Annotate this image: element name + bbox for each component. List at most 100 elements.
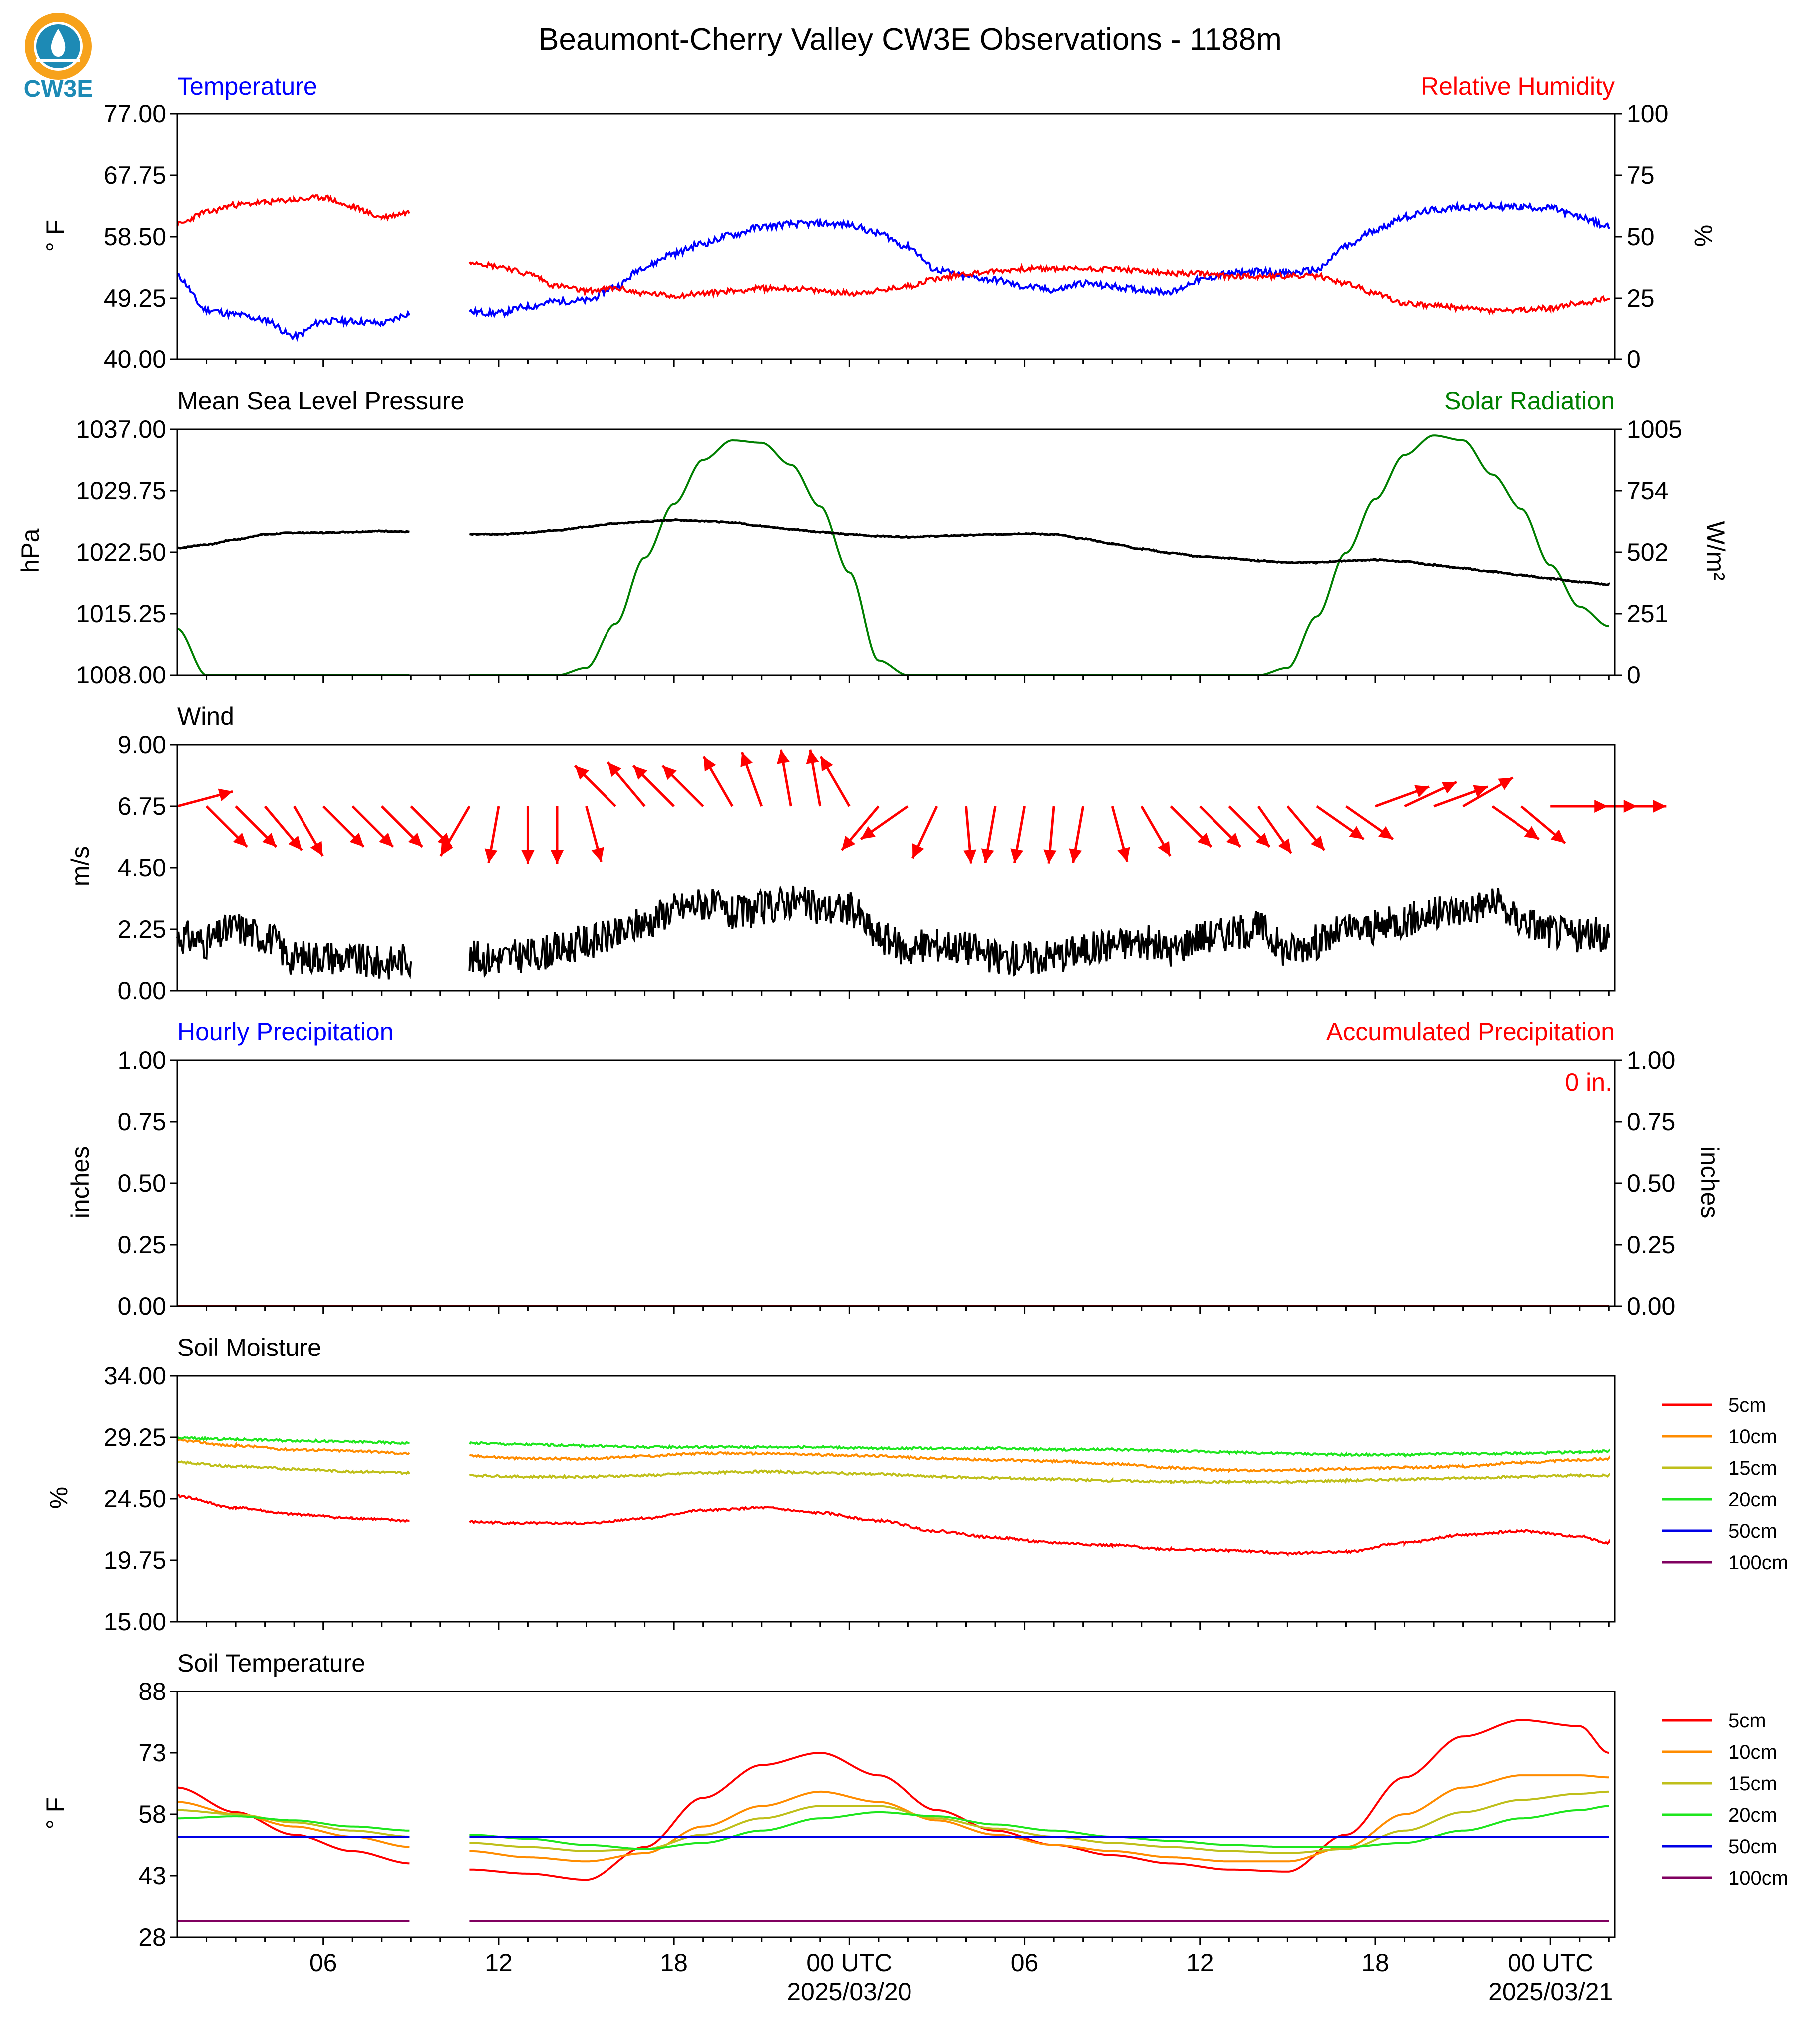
precip-left-yticks: 1.00 0.75 0.50 0.25 0.00 — [118, 1046, 177, 1320]
wind-arrow — [1433, 785, 1488, 808]
humidity-title: Relative Humidity — [1421, 72, 1615, 100]
ytick-label: 25 — [1627, 284, 1655, 312]
legend-item: 15cm — [1662, 1457, 1777, 1479]
legend-label: 15cm — [1728, 1773, 1777, 1795]
ytick-label: 2.25 — [118, 915, 166, 943]
precip-ylabel-right: inches — [1696, 1146, 1724, 1219]
pressure-title: Mean Sea Level Pressure — [177, 387, 464, 415]
legend-item: 20cm — [1662, 1489, 1777, 1511]
solar-yticks: 1005 754 502 251 0 — [1615, 415, 1682, 689]
ytick-label: 75 — [1627, 161, 1655, 189]
temp-yticks: 77.00 67.75 58.50 49.25 40.00 — [104, 100, 177, 373]
legend-label: 100cm — [1728, 1867, 1788, 1889]
ytick-label: 251 — [1627, 600, 1668, 628]
legend-item: 15cm — [1662, 1773, 1777, 1795]
legend-label: 50cm — [1728, 1836, 1777, 1858]
legend-item: 50cm — [1662, 1520, 1777, 1542]
legend-label: 20cm — [1728, 1489, 1777, 1511]
ytick-label: 0.75 — [118, 1108, 166, 1136]
xtick-label: 00 UTC — [806, 1949, 892, 1977]
ytick-label: 0.00 — [1627, 1292, 1675, 1320]
wind-arrow — [702, 756, 734, 807]
wind-arrow — [632, 764, 675, 807]
wind-arrow — [1170, 805, 1213, 848]
wind-arrow — [177, 788, 233, 808]
ytick-label: 34.00 — [104, 1362, 166, 1390]
ytick-label: 100 — [1627, 100, 1668, 128]
ytick-label: 40.00 — [104, 345, 166, 373]
ytick-label: 58 — [138, 1800, 166, 1828]
ytick-label: 77.00 — [104, 100, 166, 128]
time-axis-ticks — [206, 359, 1610, 1945]
wind-arrow — [1286, 805, 1326, 851]
wind-arrow — [841, 805, 880, 851]
soil-moisture-series — [177, 1494, 1610, 1557]
ytick-label: 4.50 — [118, 854, 166, 882]
ytick-label: 0.25 — [1627, 1231, 1675, 1259]
wind-arrow — [1043, 806, 1057, 864]
ytick-label: 0.00 — [118, 1292, 166, 1320]
legend-item: 5cm — [1662, 1394, 1766, 1416]
soil-moisture-series — [176, 1435, 1610, 1458]
legend-label: 5cm — [1728, 1710, 1766, 1732]
ytick-label: 6.75 — [118, 792, 166, 820]
pressure-yticks: 1037.00 1029.75 1022.50 1015.25 1008.00 — [76, 415, 177, 689]
figure-title: Beaumont-Cherry Valley CW3E Observations… — [538, 22, 1282, 57]
xtick-label: 00 UTC — [1508, 1949, 1593, 1977]
xtick-label: 18 — [660, 1949, 688, 1977]
wind-ylabel: m/s — [66, 846, 94, 887]
panel-pressure-solar: Mean Sea Level Pressure Solar Radiation … — [16, 387, 1730, 689]
legend-item: 20cm — [1662, 1804, 1777, 1826]
wind-arrow — [1404, 781, 1457, 808]
ytick-label: 754 — [1627, 477, 1668, 505]
ytick-label: 9.00 — [118, 731, 166, 759]
ytick-label: 49.25 — [104, 284, 166, 312]
precip-total-label: 0 in. — [1565, 1068, 1612, 1096]
hourly-precip-title: Hourly Precipitation — [177, 1018, 394, 1046]
legend-item: 10cm — [1662, 1426, 1777, 1448]
wind-arrow — [607, 761, 646, 807]
wind-arrow — [484, 806, 500, 863]
soil-moisture-yticks: 34.00 29.25 24.50 19.75 15.00 — [104, 1362, 177, 1636]
wind-arrow — [1491, 805, 1540, 841]
ytick-label: 0 — [1627, 661, 1641, 689]
ytick-label: 15.00 — [104, 1608, 166, 1636]
xtick-date-label: 2025/03/20 — [787, 1978, 911, 2006]
ytick-label: 1.00 — [1627, 1046, 1675, 1074]
xtick-label: 06 — [309, 1949, 337, 1977]
soil-temp-ylabel: ° F — [41, 1797, 69, 1829]
wind-arrow — [293, 805, 324, 857]
wind-arrow — [860, 805, 909, 841]
ytick-label: 1022.50 — [76, 538, 166, 566]
ytick-label: 73 — [138, 1739, 166, 1767]
ytick-label: 28 — [138, 1923, 166, 1951]
humidity-series — [176, 194, 1610, 316]
cw3e-logo: CW3E — [24, 13, 93, 102]
soil-moisture-title: Soil Moisture — [177, 1334, 321, 1361]
wind-arrow — [585, 806, 604, 862]
wind-arrow — [574, 764, 616, 807]
panel-temp-rh: Temperature Relative Humidity 77.00 67.75… — [41, 72, 1717, 373]
wind-arrow — [235, 805, 278, 848]
ytick-label: 29.25 — [104, 1423, 166, 1451]
wind-arrow — [1111, 806, 1130, 862]
soil-temp-title: Soil Temperature — [177, 1649, 365, 1677]
wind-arrow — [981, 806, 997, 863]
ytick-label: 502 — [1627, 538, 1668, 566]
wind-arrow — [322, 805, 365, 848]
ytick-label: 0.00 — [118, 977, 166, 1005]
solar-ylabel: W/m² — [1702, 521, 1730, 580]
logo-text: CW3E — [24, 76, 93, 102]
rh-yticks: 100 75 50 25 0 — [1615, 100, 1668, 373]
wind-arrow — [777, 749, 792, 807]
soil-moisture-series — [177, 1460, 1610, 1485]
wind-arrow — [661, 764, 704, 807]
precip-right-yticks: 1.00 0.75 0.50 0.25 0.00 — [1615, 1046, 1675, 1320]
precip-ylabel-left: inches — [66, 1146, 94, 1219]
wind-arrow — [1316, 805, 1365, 841]
pressure-ylabel: hPa — [16, 528, 44, 573]
soil-temp-yticks: 88 73 58 43 28 — [138, 1678, 177, 1951]
soil-moisture-series — [177, 1438, 1610, 1474]
